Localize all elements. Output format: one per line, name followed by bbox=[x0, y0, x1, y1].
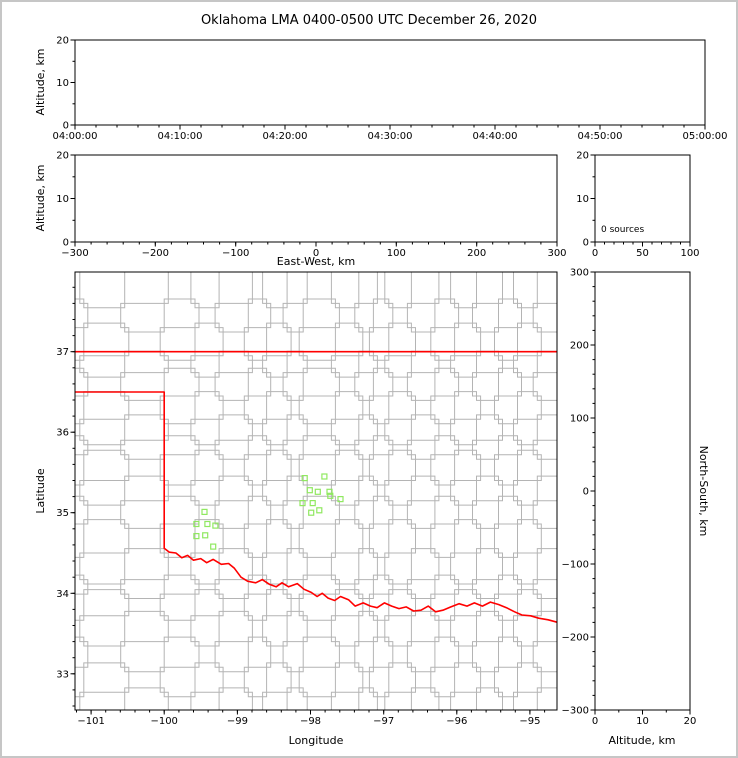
ew-panel-xlabel: East-West, km bbox=[276, 255, 356, 268]
time-panel-ylabel: Altitude, km bbox=[34, 48, 47, 116]
axis-tick-labels: 04:00:00 04:10:00 04:20:00 04:30:00 04:40:00… bbox=[53, 36, 728, 143]
svg-text:0: 0 bbox=[583, 238, 589, 249]
svg-text:34: 34 bbox=[56, 589, 69, 600]
panel-ew-height: −300 −200 −100 0 100 200 300 0 10 20 bbox=[56, 151, 566, 260]
axis-ticks bbox=[590, 154, 691, 247]
svg-text:−300: −300 bbox=[562, 706, 589, 717]
svg-text:−97: −97 bbox=[373, 716, 394, 727]
lma-station-marker bbox=[201, 508, 208, 515]
svg-text:10: 10 bbox=[636, 716, 649, 727]
svg-text:−100: −100 bbox=[562, 560, 589, 571]
svg-text:0: 0 bbox=[583, 487, 589, 498]
axis-ticks bbox=[590, 271, 691, 715]
panel-border bbox=[74, 39, 706, 126]
svg-text:−300: −300 bbox=[61, 248, 88, 259]
svg-text:300: 300 bbox=[570, 268, 589, 279]
svg-text:0: 0 bbox=[313, 248, 319, 259]
svg-text:−101: −101 bbox=[77, 716, 104, 727]
lma-station-marker bbox=[326, 488, 333, 495]
svg-text:10: 10 bbox=[576, 194, 589, 205]
panel-border bbox=[74, 271, 558, 711]
lma-station-marker bbox=[316, 507, 323, 514]
svg-text:−100: −100 bbox=[222, 248, 249, 259]
svg-text:20: 20 bbox=[56, 36, 69, 47]
svg-text:35: 35 bbox=[56, 508, 69, 519]
svg-text:100: 100 bbox=[680, 248, 699, 259]
svg-text:10: 10 bbox=[56, 78, 69, 89]
svg-text:50: 50 bbox=[636, 248, 649, 259]
svg-text:04:00:00: 04:00:00 bbox=[53, 131, 98, 142]
axis-ticks bbox=[70, 154, 558, 247]
svg-text:04:10:00: 04:10:00 bbox=[158, 131, 203, 142]
axis-tick-labels: −300 −200 −100 0 100 200 300 0 10 20 bbox=[56, 151, 566, 260]
lma-station-marker bbox=[212, 522, 219, 529]
county-boundary-lines bbox=[75, 272, 557, 710]
svg-text:20: 20 bbox=[684, 716, 697, 727]
axis-ticks bbox=[70, 39, 706, 130]
lma-station-marker bbox=[306, 487, 313, 494]
lma-station-markers bbox=[193, 473, 344, 550]
panel-ns-height: 0 10 20 −300 −200 −100 0 100 200 300 bbox=[562, 268, 697, 728]
sources-count-text: 0 sources bbox=[601, 225, 644, 235]
svg-text:04:20:00: 04:20:00 bbox=[263, 131, 308, 142]
svg-text:20: 20 bbox=[56, 151, 69, 162]
lma-station-marker bbox=[327, 492, 334, 499]
axis-tick-labels: 0 10 20 −300 −200 −100 0 100 200 300 bbox=[562, 268, 697, 728]
svg-text:0: 0 bbox=[63, 238, 69, 249]
svg-text:0: 0 bbox=[592, 248, 598, 259]
svg-text:36: 36 bbox=[56, 428, 69, 439]
svg-text:20: 20 bbox=[576, 151, 589, 162]
axis-tick-labels: −101 −100 −99 −98 −97 −96 −95 33 34 35 36 37 bbox=[56, 347, 540, 727]
svg-text:200: 200 bbox=[570, 341, 589, 352]
lma-station-marker bbox=[301, 475, 308, 482]
panel-alt-hist: 0 50 100 0 10 20 0 sources bbox=[576, 151, 699, 260]
svg-text:300: 300 bbox=[547, 248, 566, 259]
ns-panel-ylabel: North-South, km bbox=[697, 445, 710, 537]
panel-border bbox=[74, 154, 558, 243]
svg-text:100: 100 bbox=[387, 248, 406, 259]
panel-plan-view: −101 −100 −99 −98 −97 −96 −95 33 34 35 36 37 bbox=[56, 271, 558, 727]
map-ylabel: Latitude bbox=[34, 468, 47, 514]
svg-text:−200: −200 bbox=[562, 633, 589, 644]
svg-text:37: 37 bbox=[56, 347, 69, 358]
svg-text:200: 200 bbox=[467, 248, 486, 259]
svg-text:0: 0 bbox=[63, 121, 69, 132]
svg-text:04:40:00: 04:40:00 bbox=[473, 131, 518, 142]
svg-text:−96: −96 bbox=[446, 716, 467, 727]
state-border-line bbox=[75, 391, 558, 623]
svg-text:10: 10 bbox=[56, 194, 69, 205]
lma-station-marker bbox=[314, 488, 321, 495]
lma-station-marker bbox=[210, 543, 217, 550]
svg-text:−95: −95 bbox=[519, 716, 540, 727]
lma-station-marker bbox=[309, 500, 316, 507]
svg-text:−200: −200 bbox=[142, 248, 169, 259]
panel-border bbox=[594, 271, 691, 711]
lma-station-marker bbox=[321, 473, 328, 480]
figure-title: Oklahoma LMA 0400-0500 UTC December 26, … bbox=[200, 13, 538, 28]
ew-panel-ylabel: Altitude, km bbox=[34, 164, 47, 232]
lma-station-marker bbox=[308, 509, 315, 516]
lma-station-marker bbox=[204, 520, 211, 528]
svg-text:−99: −99 bbox=[227, 716, 248, 727]
svg-text:100: 100 bbox=[570, 414, 589, 425]
map-xlabel: Longitude bbox=[288, 734, 344, 747]
lma-station-marker bbox=[299, 500, 306, 507]
svg-text:04:50:00: 04:50:00 bbox=[578, 131, 623, 142]
lma-station-marker bbox=[193, 532, 200, 540]
lma-station-marker bbox=[193, 520, 200, 528]
axis-tick-labels: 0 50 100 0 10 20 bbox=[576, 151, 699, 260]
lma-station-marker bbox=[202, 532, 209, 539]
lma-station-marker bbox=[337, 496, 344, 503]
svg-text:33: 33 bbox=[56, 669, 69, 680]
svg-text:05:00:00: 05:00:00 bbox=[683, 131, 728, 142]
svg-text:−100: −100 bbox=[150, 716, 177, 727]
svg-text:04:30:00: 04:30:00 bbox=[368, 131, 413, 142]
svg-text:0: 0 bbox=[592, 716, 598, 727]
ns-panel-xlabel: Altitude, km bbox=[608, 734, 676, 747]
axis-ticks bbox=[70, 286, 546, 715]
panel-time-height: 04:00:00 04:10:00 04:20:00 04:30:00 04:40:00… bbox=[53, 36, 728, 143]
svg-text:−98: −98 bbox=[300, 716, 321, 727]
